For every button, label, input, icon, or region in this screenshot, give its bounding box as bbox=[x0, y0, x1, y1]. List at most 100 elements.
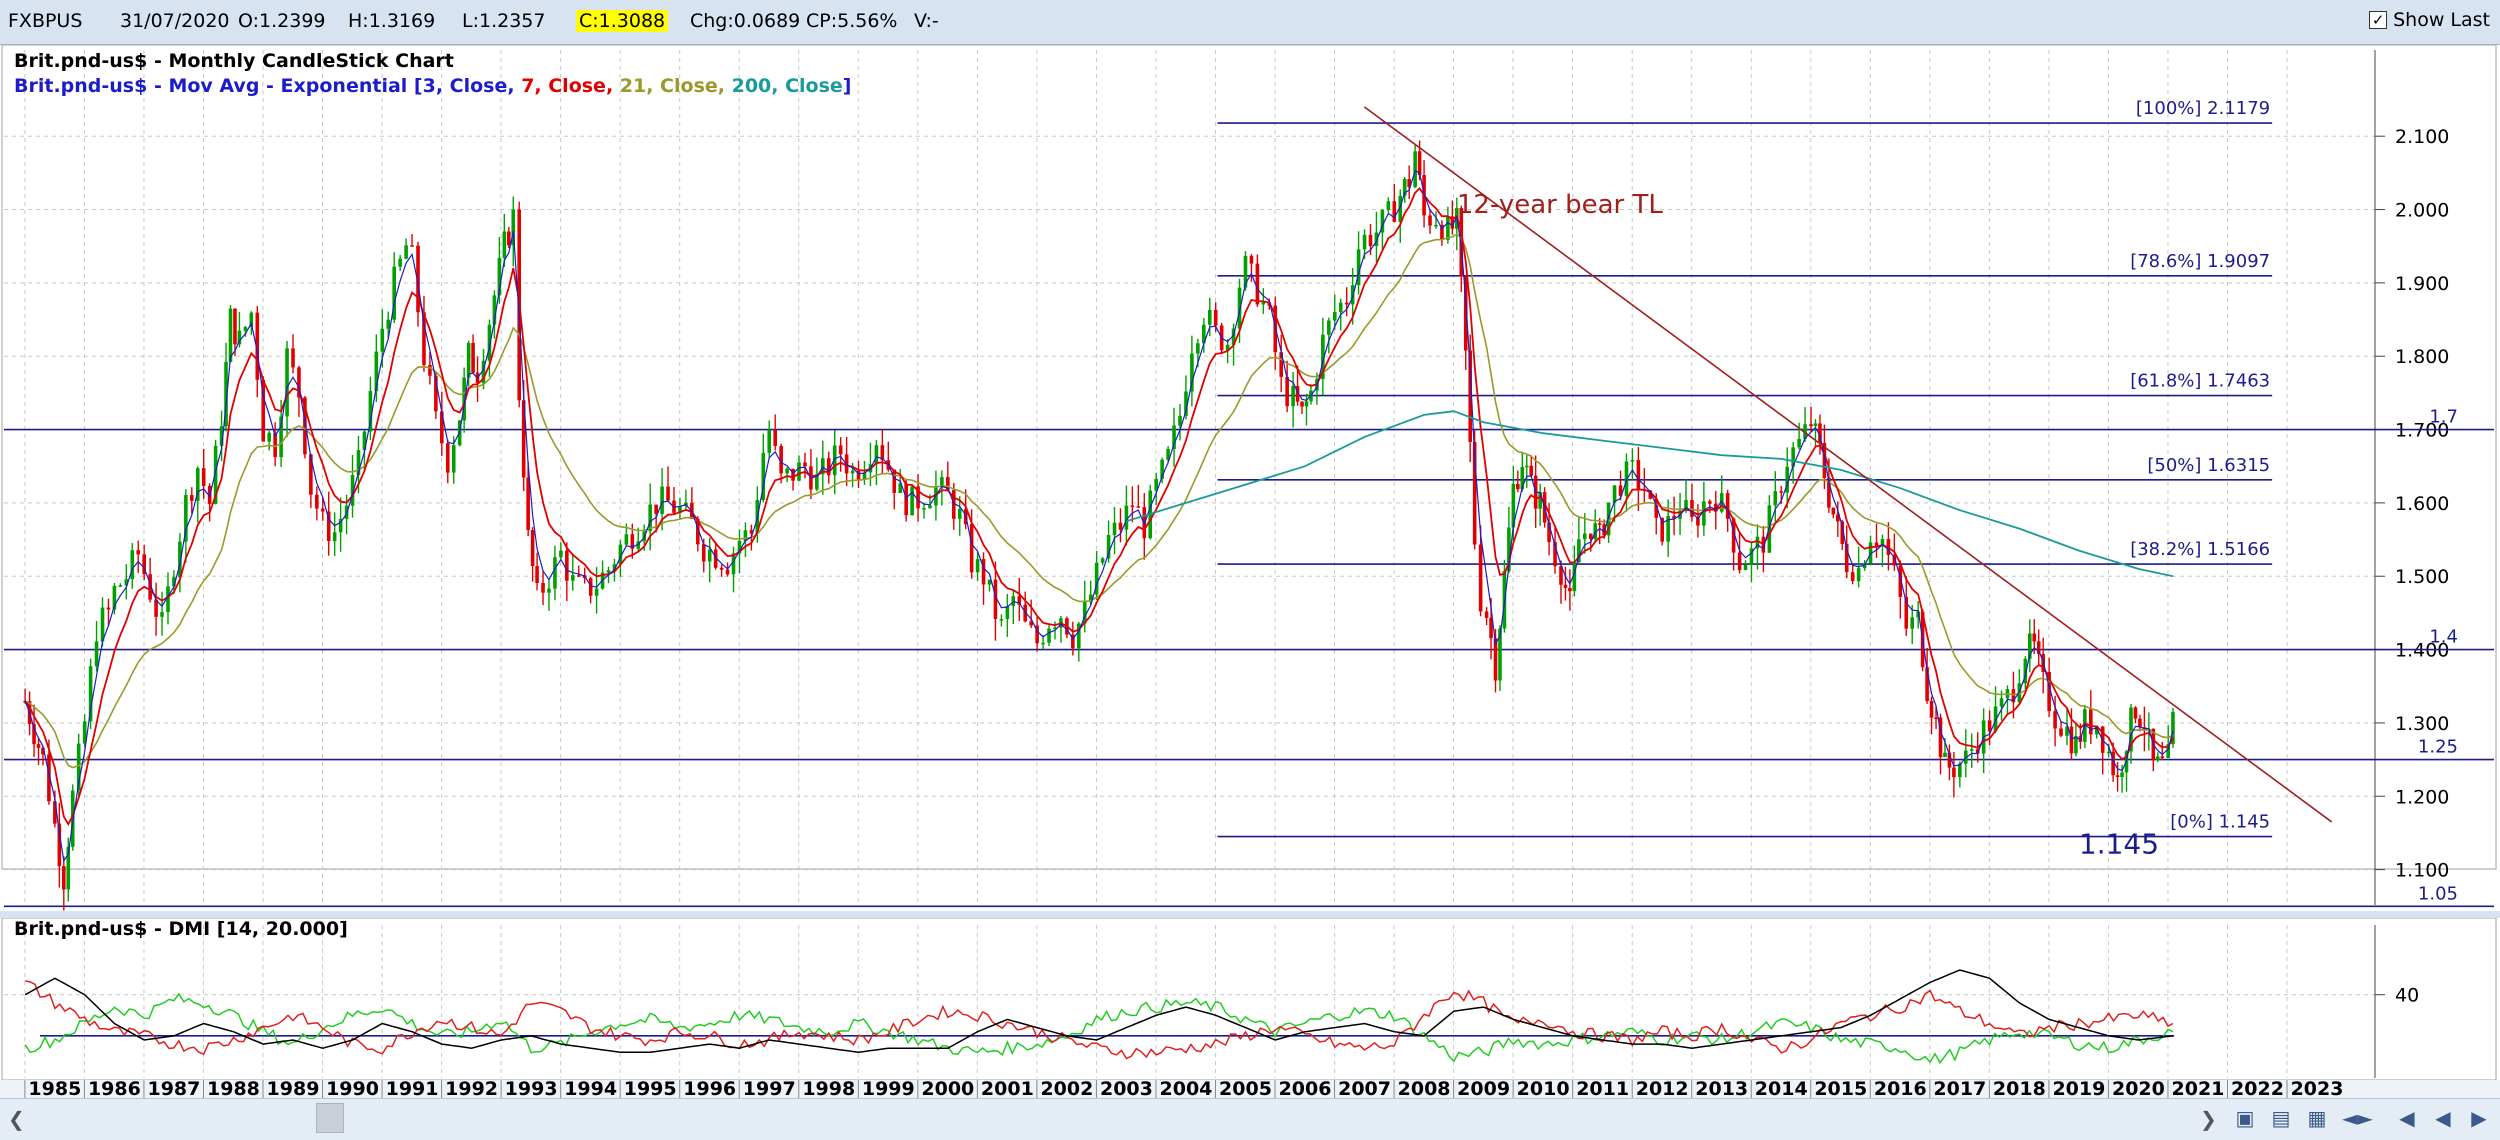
candle-body bbox=[1975, 749, 1980, 754]
panel-divider bbox=[0, 911, 2500, 918]
x-tick-label: 1988 bbox=[207, 1078, 260, 1098]
candle-body bbox=[1380, 209, 1385, 233]
candle-body bbox=[2023, 658, 2028, 684]
zoom-in-icon[interactable]: ▣ bbox=[2235, 1106, 2255, 1130]
candle-body bbox=[1969, 749, 1974, 751]
candle-body bbox=[1035, 625, 1039, 644]
expand-range-icon[interactable]: ◄► bbox=[2342, 1106, 2373, 1130]
legend-prefix: Brit.pnd-us$ - Mov Avg - Exponential [ bbox=[14, 75, 423, 97]
x-tick-label: 2009 bbox=[1457, 1078, 1510, 1098]
scroll-thumb[interactable] bbox=[316, 1103, 344, 1133]
candle-body bbox=[1538, 492, 1542, 509]
candle-body bbox=[410, 245, 414, 247]
candle-body bbox=[142, 554, 146, 575]
candle-body bbox=[130, 550, 135, 580]
bear-trendline bbox=[1363, 106, 2333, 823]
candle-body bbox=[243, 327, 248, 331]
x-tick-label: 2013 bbox=[1695, 1078, 1748, 1098]
x-tick-label: 2007 bbox=[1338, 1078, 1391, 1098]
candle-body bbox=[471, 343, 475, 373]
candle-body bbox=[2160, 756, 2165, 759]
candle-body bbox=[1636, 460, 1641, 490]
close-value: C:1.3088 bbox=[576, 10, 669, 32]
candle-body bbox=[1818, 423, 1822, 443]
candle-body bbox=[1428, 215, 1432, 226]
candle-body bbox=[237, 330, 242, 345]
candle-body bbox=[88, 666, 93, 722]
x-tick-label: 1992 bbox=[445, 1078, 498, 1098]
y-tick-label: 2.000 bbox=[2395, 200, 2449, 222]
candle-body bbox=[291, 348, 295, 368]
fib-level-label: [100%] 2.1179 bbox=[2136, 98, 2270, 119]
candle-body bbox=[2011, 689, 2016, 703]
candle-body bbox=[422, 312, 426, 366]
price-chart[interactable]: 1.100 1.200 1.300 1.400 1.500 1.600 1.700 1.800… bbox=[0, 45, 2500, 1098]
candle-body bbox=[249, 312, 254, 328]
candle-body bbox=[1202, 324, 1206, 344]
y-tick-label: 2.100 bbox=[2395, 126, 2449, 148]
y-tick-label: 1.800 bbox=[2395, 346, 2449, 368]
scroll-right-icon[interactable]: ❯ bbox=[2200, 1107, 2217, 1131]
x-tick-label: 2005 bbox=[1219, 1078, 1272, 1098]
candle-body bbox=[1402, 179, 1407, 196]
show-last-toggle[interactable]: ✓ Show Last bbox=[2369, 9, 2490, 31]
show-last-checkbox[interactable]: ✓ bbox=[2369, 11, 2388, 29]
candle-body bbox=[94, 641, 99, 667]
candle-body bbox=[261, 379, 266, 442]
candle-body bbox=[1106, 535, 1111, 559]
candle-body bbox=[1836, 514, 1840, 522]
x-tick-label: 2014 bbox=[1755, 1078, 1808, 1098]
legend-item: 3, Close, bbox=[423, 75, 522, 97]
candle-body bbox=[660, 486, 664, 514]
candle-body bbox=[940, 477, 944, 487]
candle-body bbox=[1952, 767, 1956, 778]
candle-body bbox=[588, 578, 593, 596]
candle-body bbox=[2059, 728, 2063, 736]
candle-body bbox=[1450, 216, 1455, 229]
first-page-icon[interactable]: ◀ bbox=[2399, 1106, 2415, 1130]
candle-body bbox=[445, 443, 450, 473]
candle-body bbox=[1053, 627, 1057, 630]
scroll-bar[interactable]: ❮ ❯ ▣ ▤ ▦ ◄► ◀ ◀ ▶ bbox=[0, 1098, 2500, 1140]
date-label: 31/07/2020 bbox=[120, 10, 230, 32]
candle-body bbox=[1088, 594, 1093, 602]
candle-body bbox=[66, 846, 71, 890]
legend-suffix: ] bbox=[843, 75, 852, 97]
candle-body bbox=[1076, 623, 1081, 649]
candle-body bbox=[957, 509, 962, 519]
y-tick-label: 1.300 bbox=[2395, 713, 2449, 735]
y-tick-label: 1.500 bbox=[2395, 566, 2449, 588]
candle-body bbox=[1413, 151, 1417, 188]
zoom-out-icon[interactable]: ▤ bbox=[2271, 1106, 2291, 1130]
candle-body bbox=[1417, 151, 1422, 176]
candle-body bbox=[1892, 554, 1897, 566]
candle-body bbox=[53, 801, 57, 824]
candle-body bbox=[368, 391, 373, 432]
scroll-left-icon[interactable]: ❮ bbox=[8, 1107, 25, 1131]
candle-body bbox=[326, 511, 331, 542]
x-tick-label: 1998 bbox=[802, 1078, 855, 1098]
dmi-di_minus-line bbox=[24, 980, 2174, 1060]
candle-body bbox=[416, 245, 420, 313]
support-label: 1.7 bbox=[2429, 407, 2458, 428]
y-tick-label: 1.100 bbox=[2395, 860, 2449, 882]
previous-page-icon[interactable]: ◀ bbox=[2435, 1106, 2451, 1130]
candle-body bbox=[1563, 584, 1568, 588]
candle-body bbox=[1295, 386, 1300, 402]
candle-body bbox=[350, 475, 355, 506]
candle-body bbox=[1071, 634, 1075, 649]
candle-body bbox=[466, 343, 471, 378]
chart-settings-icon[interactable]: ▦ bbox=[2307, 1106, 2327, 1130]
candle-body bbox=[1943, 752, 1947, 758]
dmi-panel bbox=[1, 917, 2497, 1081]
ema7-line bbox=[24, 187, 2174, 827]
candle-body bbox=[297, 367, 301, 398]
candle-body bbox=[791, 468, 795, 481]
candle-body bbox=[1684, 500, 1688, 511]
candle-body bbox=[1243, 255, 1248, 288]
next-page-icon[interactable]: ▶ bbox=[2471, 1106, 2487, 1130]
candle-body bbox=[267, 432, 271, 442]
candle-body bbox=[1993, 706, 1998, 732]
candle-body bbox=[904, 483, 908, 516]
